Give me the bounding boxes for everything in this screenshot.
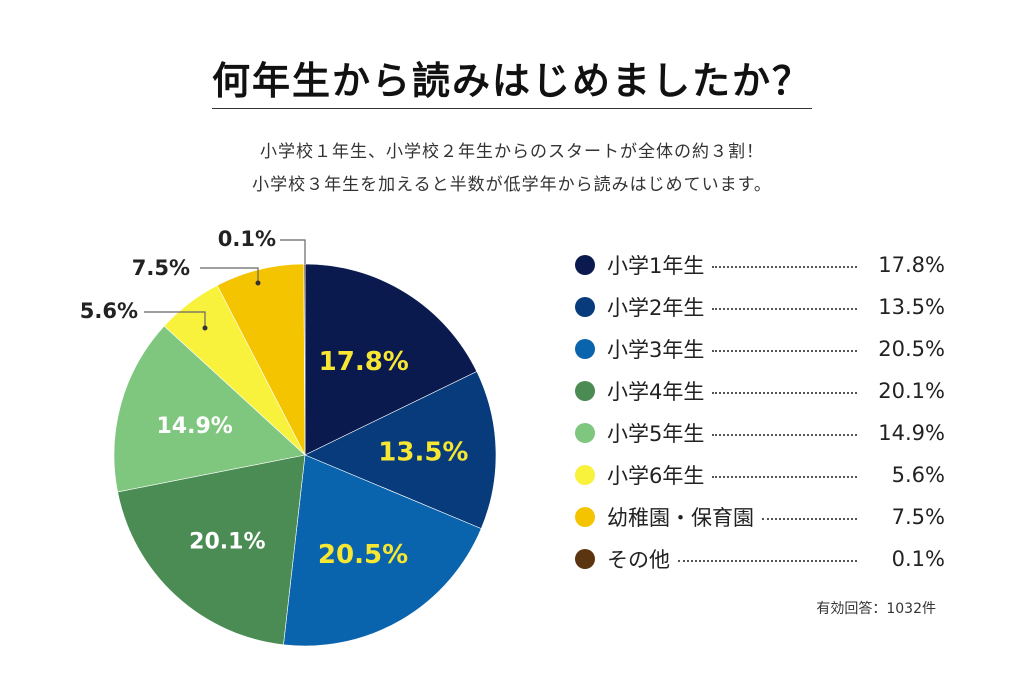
legend-leader-dots [712,266,857,268]
leader-dot [202,325,208,331]
pie-slice [283,454,482,647]
leader-line [200,267,259,283]
legend-label: 幼稚園・保育園 [607,506,754,530]
pie-slice [113,325,306,493]
response-count-note: 有効回答：1032件 [816,601,936,617]
legend-label: 小学3年生 [607,338,705,362]
legend-swatch [575,549,595,569]
legend-item: 小学1年生 17.8% [575,244,945,286]
legend-item: その他 0.1% [575,538,945,580]
subtitle-line-1: 小学校１年生、小学校２年生からのスタートが全体の約３割！ [260,142,764,162]
slice-value-label: 13.5% [378,438,468,468]
slice-value-label: 14.9% [156,414,232,439]
slice-value-label: 20.5% [318,540,408,570]
legend-leader-dots [712,476,857,478]
legend-leader-dots [678,560,857,562]
chart-title: 何年生から読みはじめましたか？ [211,59,812,103]
leader-line [144,311,206,328]
legend-item: 小学5年生 14.9% [575,412,945,454]
slice-value-label: 5.6% [80,299,138,323]
legend-swatch [575,423,595,443]
legend-swatch [575,381,595,401]
legend-value: 0.1% [891,547,945,571]
legend-swatch [575,507,595,527]
legend-label: 小学6年生 [607,464,705,488]
legend-leader-dots [712,350,857,352]
slice-value-label: 0.1% [218,227,276,251]
legend-label: 小学4年生 [607,380,705,404]
legend-swatch [575,465,595,485]
legend-swatch [575,339,595,359]
legend-value: 5.6% [891,463,945,487]
legend-leader-dots [712,308,857,310]
legend-value: 7.5% [891,505,945,529]
slice-value-label: 20.1% [189,529,265,554]
leader-line [280,239,306,264]
legend-leader-dots [762,518,857,520]
legend-value: 20.5% [878,337,945,361]
legend-leader-dots [712,392,857,394]
legend-label: 小学5年生 [607,422,705,446]
leader-dot [255,280,261,286]
legend-value: 13.5% [878,295,945,319]
legend-item: 小学6年生 5.6% [575,454,945,496]
legend-value: 20.1% [878,379,945,403]
title-underline [212,108,812,109]
legend-value: 14.9% [878,421,945,445]
legend-label: 小学1年生 [607,254,705,278]
pie-slice [304,371,497,530]
legend-item: 幼稚園・保育園 7.5% [575,496,945,538]
legend-label: その他 [607,548,670,572]
legend-value: 17.8% [878,253,945,277]
pie-slice [117,454,306,646]
legend-label: 小学2年生 [607,296,705,320]
legend-item: 小学4年生 20.1% [575,370,945,412]
legend-leader-dots [712,434,857,436]
legend: 小学1年生 17.8% 小学2年生 13.5% 小学3年生 20.5% 小学4年生 20.1%… [575,244,945,580]
pie-slice [304,263,478,456]
subtitle-line-2: 小学校３年生を加えると半数が低学年から読みはじめています。 [252,175,772,195]
legend-swatch [575,255,595,275]
legend-item: 小学3年生 20.5% [575,328,945,370]
legend-swatch [575,297,595,317]
slice-value-label: 17.8% [319,347,409,377]
legend-item: 小学2年生 13.5% [575,286,945,328]
slice-value-label: 7.5% [132,256,190,280]
